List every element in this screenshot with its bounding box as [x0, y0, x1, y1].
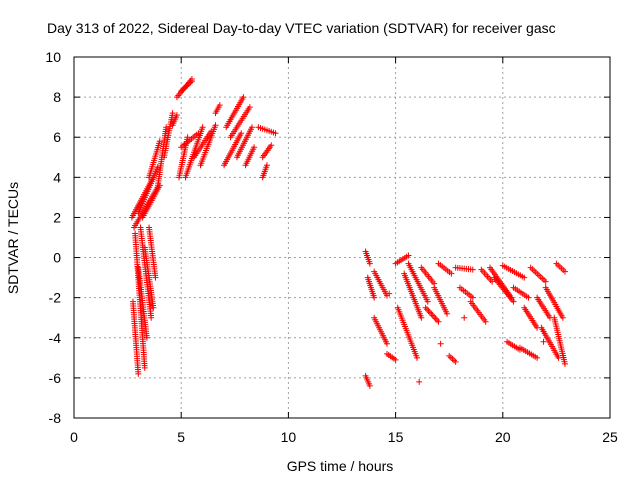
data-point — [150, 304, 157, 311]
data-point — [143, 334, 150, 341]
y-tick-label: -4 — [49, 330, 62, 346]
data-point — [392, 356, 399, 363]
y-tick-label: 0 — [53, 250, 61, 266]
data-point — [263, 162, 270, 169]
data-point — [268, 142, 275, 149]
data-point — [542, 278, 549, 285]
data-point — [366, 260, 373, 267]
y-tick-label: 8 — [53, 89, 61, 105]
grid — [74, 57, 610, 418]
y-tick-label: 2 — [53, 209, 61, 225]
data-point — [424, 298, 431, 305]
data-point — [418, 314, 425, 321]
data-point — [469, 266, 476, 273]
data-point — [534, 354, 541, 361]
data-point — [437, 340, 444, 347]
y-tick-label: -6 — [49, 370, 62, 386]
axis-ticks: 0 5 10 15 20 25 -8 -6 -4 -2 0 2 4 6 8 10 — [45, 49, 618, 445]
data-point — [246, 104, 253, 111]
data-point — [173, 112, 180, 119]
data-point — [248, 124, 255, 131]
data-point — [561, 268, 568, 275]
x-tick-label: 25 — [602, 429, 618, 445]
data-point — [405, 252, 412, 259]
data-point — [525, 294, 532, 301]
data-point — [561, 360, 568, 367]
y-tick-label: -8 — [49, 410, 62, 426]
data-point — [272, 130, 279, 137]
data-point — [371, 294, 378, 301]
data-point — [216, 102, 223, 109]
data-point — [452, 358, 459, 365]
chart-title: Day 313 of 2022, Sidereal Day-to-day VTE… — [47, 20, 556, 36]
data-point — [169, 110, 176, 117]
y-tick-label: 6 — [53, 129, 61, 145]
data-point — [238, 130, 245, 137]
data-point — [510, 298, 517, 305]
data-point — [141, 364, 148, 371]
data-point — [188, 78, 195, 85]
x-tick-label: 5 — [177, 429, 185, 445]
x-tick-label: 0 — [70, 429, 78, 445]
data-point — [416, 378, 423, 385]
data-point — [414, 354, 421, 361]
data-point — [444, 310, 451, 317]
data-point — [482, 318, 489, 325]
data-point — [448, 270, 455, 277]
y-tick-label: 10 — [45, 49, 61, 65]
data-point — [540, 338, 547, 345]
data-point — [469, 294, 476, 301]
data-point — [489, 278, 496, 285]
y-tick-label: 4 — [53, 169, 61, 185]
data-point — [251, 144, 258, 151]
data-point — [152, 274, 159, 281]
x-tick-label: 15 — [388, 429, 404, 445]
data-point — [212, 122, 219, 129]
data-point — [521, 274, 528, 281]
data-point — [199, 124, 206, 131]
data-point — [148, 314, 155, 321]
y-tick-label: -2 — [49, 290, 62, 306]
x-axis-title: GPS time / hours — [287, 458, 394, 474]
data-point — [559, 314, 566, 321]
plot-frame — [73, 56, 611, 419]
data-point — [386, 290, 393, 297]
data-point — [435, 318, 442, 325]
data-marks — [128, 76, 568, 389]
data-point — [461, 314, 468, 321]
data-point — [240, 94, 247, 101]
x-tick-label: 10 — [281, 429, 297, 445]
data-point — [384, 340, 391, 347]
data-point — [156, 138, 163, 145]
x-tick-label: 20 — [495, 429, 511, 445]
data-point — [135, 370, 142, 377]
data-point — [366, 382, 373, 389]
data-point — [163, 124, 170, 131]
y-axis-title: SDTVAR / TECUs — [5, 182, 21, 294]
